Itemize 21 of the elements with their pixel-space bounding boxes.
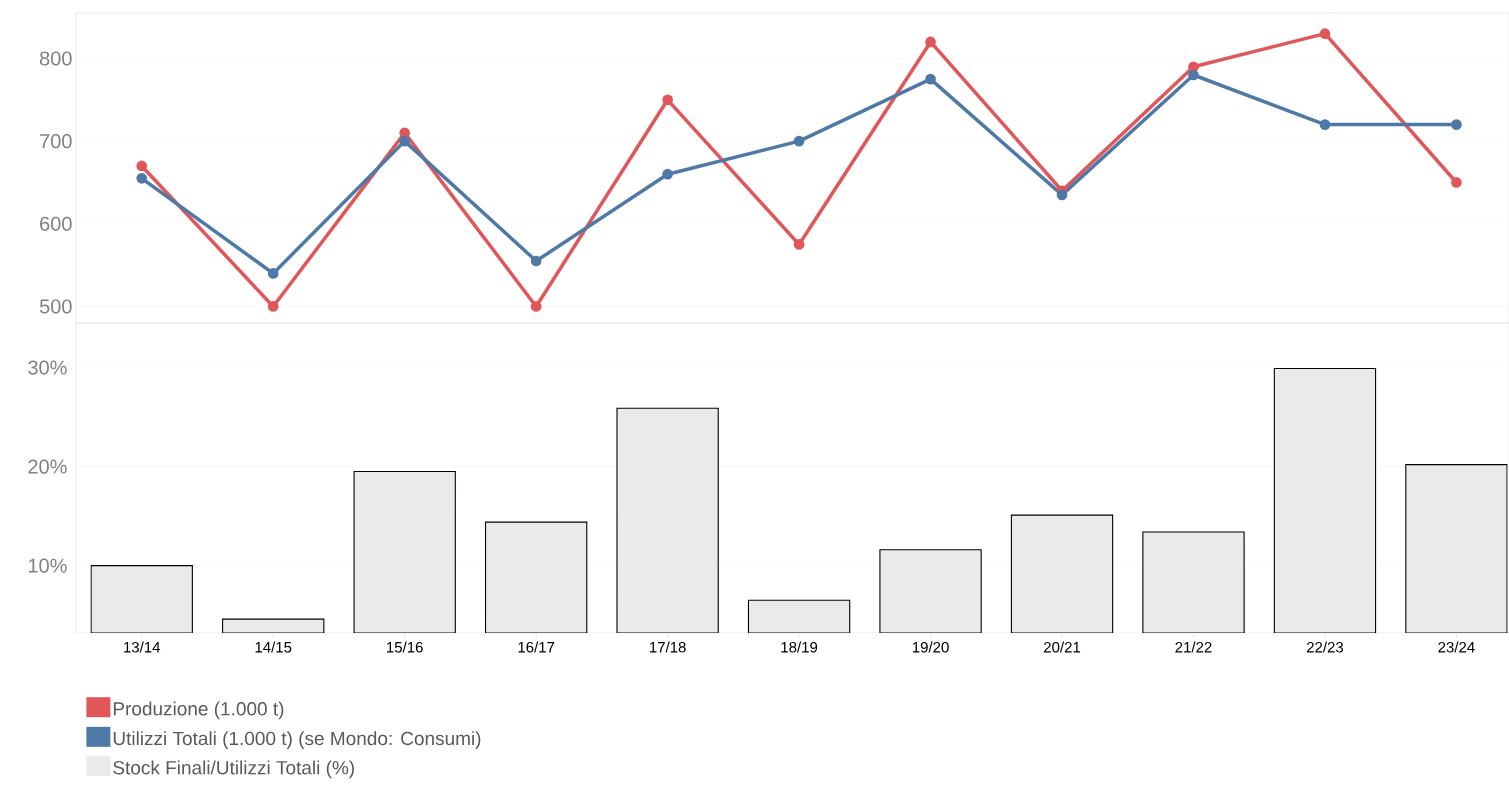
x-tick-label: 15/16 (387, 641, 423, 653)
legend-label: Stock Finali/Utilizzi Totali (%) (113, 760, 354, 779)
x-tick-label: 21/22 (1175, 641, 1212, 653)
y-tick-label: 20% (28, 459, 67, 474)
x-tick-label: 23/24 (1438, 641, 1475, 653)
x-tick-label: 22/23 (1306, 641, 1344, 653)
y-tick-label: 800 (39, 51, 72, 66)
x-tick-label: 13/14 (124, 641, 161, 653)
y-tick-label: 500 (39, 299, 72, 314)
x-tick-label: 16/17 (518, 641, 555, 653)
x-tick-label: 14/15 (255, 641, 292, 653)
y-tick-label: 10% (28, 558, 67, 573)
y-tick-label: 700 (40, 134, 72, 149)
legend-label: Utilizzi Totali (1.000 t) (se Mondo: Consumi) (113, 731, 481, 749)
x-tick-label: 20/21 (1044, 641, 1081, 653)
x-tick-label: 17/18 (649, 641, 686, 653)
x-tick-label: 19/20 (912, 641, 949, 653)
y-tick-label: 30% (28, 360, 67, 375)
y-tick-label: 600 (40, 216, 72, 231)
legend-label: Produzione (1.000 t) (113, 701, 284, 720)
x-tick-label: 18/19 (781, 641, 818, 653)
